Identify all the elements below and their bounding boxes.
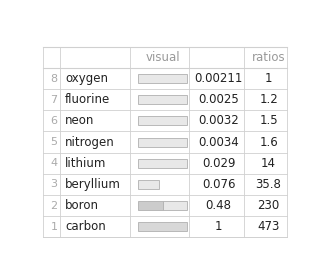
Text: 7: 7 bbox=[51, 95, 58, 105]
Text: carbon: carbon bbox=[65, 220, 106, 233]
Text: 8: 8 bbox=[51, 73, 58, 84]
Text: 6: 6 bbox=[51, 116, 57, 126]
Text: 3: 3 bbox=[51, 179, 57, 189]
Text: 1: 1 bbox=[51, 222, 57, 232]
Text: 1.5: 1.5 bbox=[259, 114, 278, 128]
Text: fluorine: fluorine bbox=[65, 93, 110, 106]
Text: 1.2: 1.2 bbox=[259, 93, 278, 106]
Text: 1: 1 bbox=[215, 220, 223, 233]
Text: visual: visual bbox=[145, 51, 180, 64]
Text: 0.0034: 0.0034 bbox=[198, 136, 239, 148]
Text: 230: 230 bbox=[258, 199, 280, 212]
Text: boron: boron bbox=[65, 199, 99, 212]
Text: 0.076: 0.076 bbox=[202, 178, 235, 191]
Bar bbox=[137, 201, 163, 210]
Bar bbox=[137, 116, 187, 125]
Text: nitrogen: nitrogen bbox=[65, 136, 115, 148]
Text: 35.8: 35.8 bbox=[256, 178, 281, 191]
Bar bbox=[137, 95, 187, 104]
Text: lithium: lithium bbox=[65, 157, 107, 170]
Text: 4: 4 bbox=[51, 158, 58, 168]
Bar bbox=[137, 138, 187, 147]
Text: 14: 14 bbox=[261, 157, 276, 170]
Bar bbox=[137, 159, 187, 168]
Bar bbox=[137, 74, 187, 83]
Text: 0.029: 0.029 bbox=[202, 157, 235, 170]
Text: neon: neon bbox=[65, 114, 95, 128]
Text: 473: 473 bbox=[257, 220, 280, 233]
Bar bbox=[163, 201, 187, 210]
Text: beryllium: beryllium bbox=[65, 178, 121, 191]
Text: ratios: ratios bbox=[252, 51, 285, 64]
Text: 0.0032: 0.0032 bbox=[198, 114, 239, 128]
Bar bbox=[137, 222, 187, 231]
Text: 0.0025: 0.0025 bbox=[198, 93, 239, 106]
Text: 2: 2 bbox=[51, 201, 58, 211]
Text: 0.00211: 0.00211 bbox=[194, 72, 243, 85]
Bar bbox=[137, 180, 159, 189]
Text: 0.48: 0.48 bbox=[206, 199, 232, 212]
Text: 5: 5 bbox=[51, 137, 57, 147]
Text: 1: 1 bbox=[265, 72, 272, 85]
Text: 1.6: 1.6 bbox=[259, 136, 278, 148]
Text: oxygen: oxygen bbox=[65, 72, 108, 85]
